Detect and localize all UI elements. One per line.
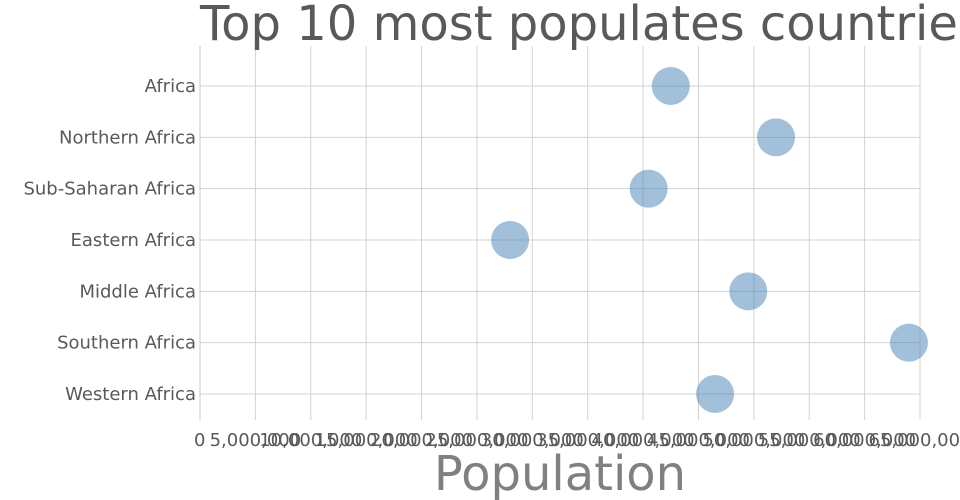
data-point bbox=[491, 220, 530, 259]
data-point bbox=[889, 323, 928, 362]
grid-layer bbox=[199, 46, 921, 420]
y-tick-label: Southern Africa bbox=[57, 333, 196, 354]
data-point bbox=[696, 374, 735, 413]
x-tick-label: 30,000,000 bbox=[481, 430, 584, 451]
x-tick-label: 20,000,000 bbox=[370, 430, 473, 451]
x-tick-label: 50,000,000 bbox=[702, 430, 805, 451]
x-tick-label: 35,000,000 bbox=[536, 430, 639, 451]
x-tick-label: 0 bbox=[194, 430, 205, 451]
data-point bbox=[729, 272, 768, 311]
x-tick-label: 55,000,000 bbox=[758, 430, 861, 451]
chart-title: Top 10 most populates countrie bbox=[199, 0, 958, 52]
x-tick-label: 40,000,000 bbox=[592, 430, 695, 451]
y-tick-label: Western Africa bbox=[65, 384, 196, 405]
y-tick-label: Africa bbox=[145, 76, 196, 97]
data-point bbox=[629, 169, 668, 208]
x-tick-label: 65,000,000 bbox=[868, 430, 960, 451]
data-point bbox=[651, 67, 690, 105]
data-point bbox=[757, 118, 795, 157]
x-tick-label: 60,000,000 bbox=[813, 430, 916, 451]
x-tick-label: 5,000,000 bbox=[210, 430, 302, 451]
y-tick-label: Sub-Saharan Africa bbox=[23, 179, 196, 200]
x-axis-label: Population bbox=[434, 446, 686, 500]
y-tick-label: Eastern Africa bbox=[71, 230, 196, 251]
x-tick-label: 45,000,000 bbox=[647, 430, 750, 451]
points-layer bbox=[491, 67, 928, 413]
axis-layer: 0 5,000,00010,000,00015,000,00020,000,000… bbox=[23, 46, 960, 451]
x-tick-label: 10,000,000 bbox=[259, 430, 362, 451]
y-tick-label: Middle Africa bbox=[79, 281, 196, 302]
x-tick-label: 25,000,000 bbox=[425, 430, 528, 451]
y-tick-label: Northern Africa bbox=[59, 127, 196, 148]
x-tick-label: 15,000,000 bbox=[315, 430, 418, 451]
